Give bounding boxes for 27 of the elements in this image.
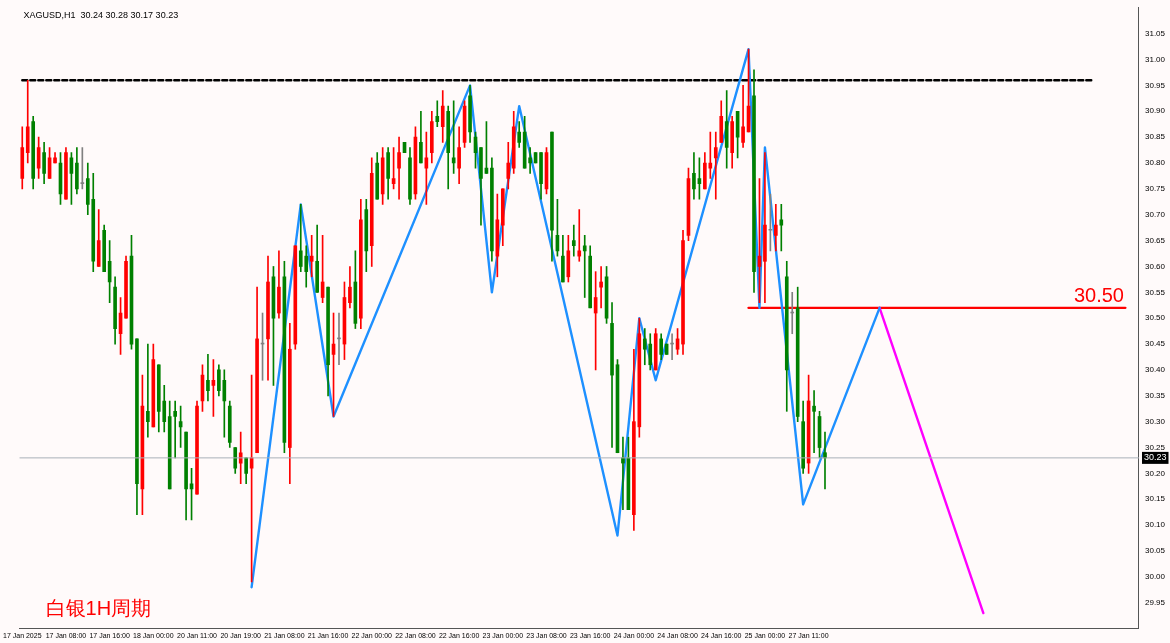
y-tick-label: 30.80 [1144, 158, 1166, 168]
y-tick-label: 30.65 [1144, 235, 1166, 245]
y-tick-label: 30.10 [1144, 520, 1166, 530]
y-tick-label: 30.35 [1144, 391, 1166, 400]
y-tick-label: 30.85 [1144, 132, 1166, 142]
y-tick-label: 30.40 [1144, 365, 1166, 375]
chart-title: XAGUSD,H1 30.24 30.28 30.17 30.23 [23, 9, 179, 20]
y-tick-label: 30.55 [1144, 287, 1166, 297]
y-tick-label: 30.70 [1144, 209, 1166, 219]
y-tick-label: 30.95 [1144, 80, 1166, 90]
annotation: 30.50 [1073, 283, 1124, 306]
y-tick-label: 30.45 [1144, 339, 1166, 349]
y-tick-label: 30.25 [1144, 442, 1166, 452]
annotation: 白银1H周期 [45, 596, 152, 619]
y-tick-label: 31.00 [1144, 54, 1166, 64]
y-tick-label: 30.30 [1144, 416, 1166, 426]
y-tick-label: 30.90 [1144, 106, 1166, 116]
y-tick-label: 30.75 [1144, 184, 1166, 194]
y-tick-label: 30.15 [1144, 494, 1166, 504]
y-tick-label: 30.05 [1144, 546, 1166, 556]
ref-line-label: 30.23 [1143, 452, 1167, 463]
y-tick-label: 30.50 [1144, 313, 1166, 323]
y-tick-label: 29.95 [1144, 597, 1166, 607]
y-tick-label: 30.00 [1144, 572, 1166, 582]
y-tick-label: 31.05 [1144, 28, 1166, 38]
y-tick-label: 30.20 [1144, 468, 1166, 478]
y-tick-label: 30.60 [1144, 261, 1166, 271]
